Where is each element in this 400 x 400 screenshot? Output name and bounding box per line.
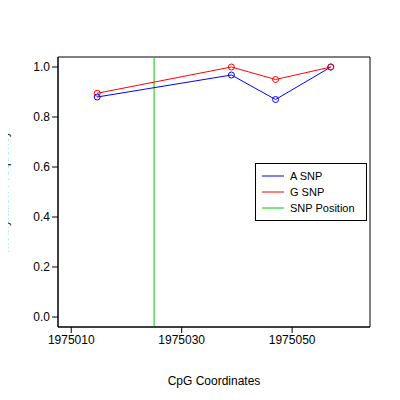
- html-text:SNP Position: SNP Position: [290, 202, 355, 214]
- svg-text:1.0: 1.0: [33, 60, 50, 74]
- svg-text:Methylation Frequency: Methylation Frequency: [8, 131, 11, 252]
- svg-text:1975010: 1975010: [48, 333, 95, 347]
- svg-text:0.6: 0.6: [33, 160, 50, 174]
- svg-text:1975050: 1975050: [269, 333, 316, 347]
- svg-text:0.2: 0.2: [33, 260, 50, 274]
- svg-text:0.4: 0.4: [33, 210, 50, 224]
- svg-text:CpG Coordinates: CpG Coordinates: [168, 374, 261, 388]
- svg-text:1975030: 1975030: [158, 333, 205, 347]
- html-text:A SNP: A SNP: [290, 170, 323, 182]
- svg-text:0.0: 0.0: [33, 310, 50, 324]
- html-text:G SNP: G SNP: [290, 186, 325, 198]
- svg-text:0.8: 0.8: [33, 110, 50, 124]
